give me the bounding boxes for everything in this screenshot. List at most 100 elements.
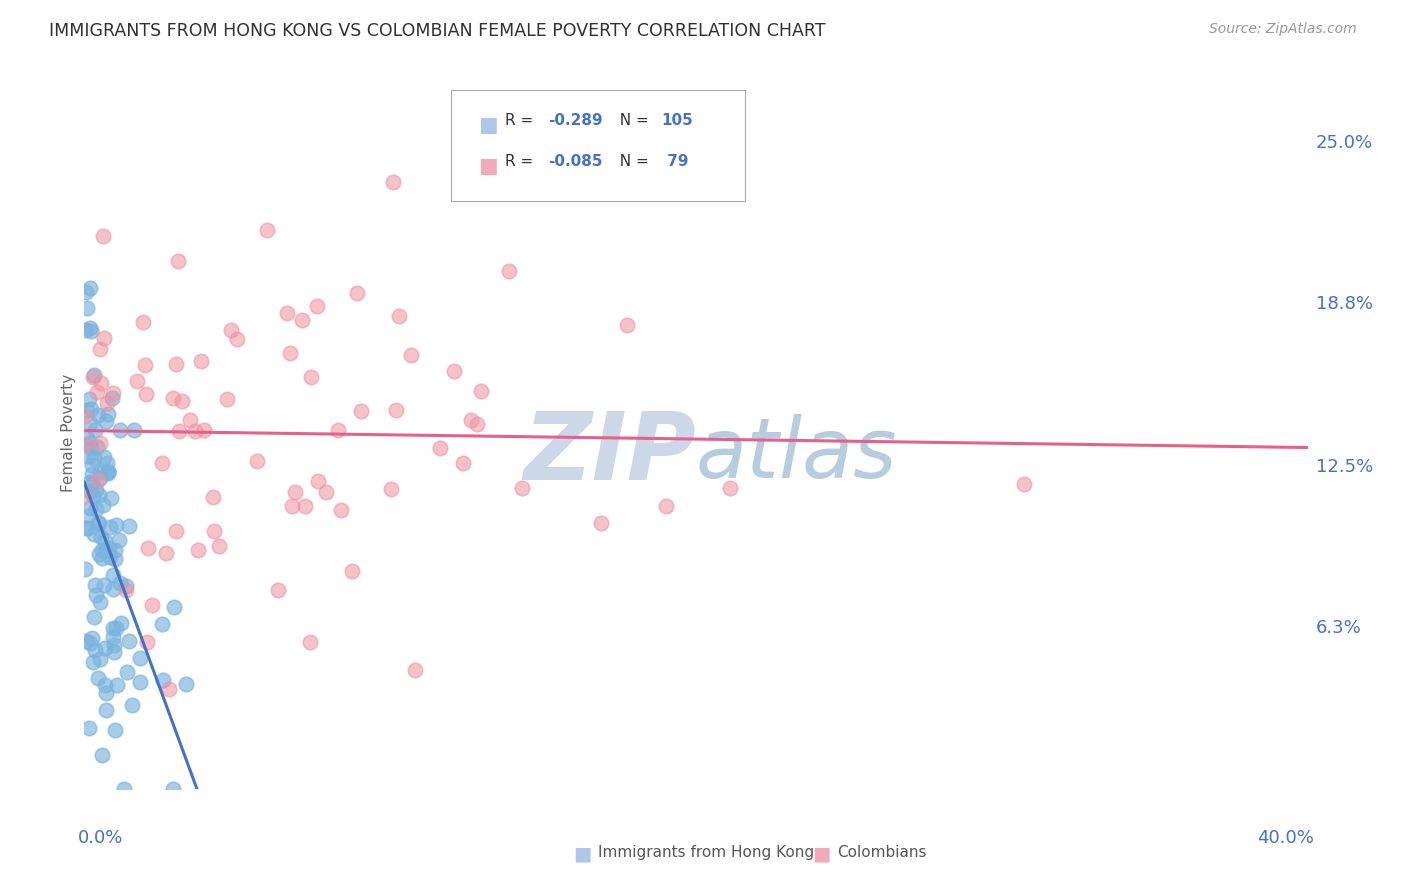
Point bbox=[80, 324, 103, 338]
Point bbox=[276, 306, 298, 320]
Point bbox=[91, 551, 114, 566]
Point bbox=[129, 674, 152, 689]
Point bbox=[103, 638, 125, 652]
Point bbox=[98, 549, 121, 564]
Point bbox=[117, 665, 139, 679]
Point bbox=[167, 424, 190, 438]
Point bbox=[589, 516, 612, 530]
Point bbox=[162, 782, 184, 797]
Point bbox=[100, 491, 122, 505]
Point bbox=[129, 651, 152, 665]
Text: 40.0%: 40.0% bbox=[1257, 829, 1313, 847]
Point bbox=[103, 567, 125, 582]
Point bbox=[76, 431, 98, 445]
Point bbox=[97, 466, 120, 480]
Point bbox=[98, 520, 121, 534]
Point bbox=[307, 474, 329, 488]
Point bbox=[443, 364, 465, 378]
Point bbox=[90, 530, 112, 544]
Point bbox=[87, 408, 110, 422]
Point bbox=[101, 621, 124, 635]
Point bbox=[278, 345, 301, 359]
Point bbox=[103, 645, 125, 659]
Point bbox=[150, 456, 173, 470]
Point bbox=[104, 518, 127, 533]
Point bbox=[115, 579, 138, 593]
Point bbox=[73, 489, 96, 503]
Point bbox=[94, 702, 117, 716]
Point bbox=[76, 403, 98, 417]
Point bbox=[349, 404, 371, 418]
Point bbox=[83, 451, 105, 466]
Point bbox=[83, 643, 105, 657]
Point bbox=[76, 521, 98, 535]
Point bbox=[165, 524, 187, 538]
Point bbox=[98, 541, 121, 555]
Point bbox=[134, 358, 156, 372]
Point bbox=[84, 578, 107, 592]
Point bbox=[104, 543, 127, 558]
Point bbox=[202, 490, 225, 504]
Point bbox=[93, 641, 115, 656]
Point bbox=[89, 652, 111, 666]
Text: N =: N = bbox=[610, 154, 654, 169]
Text: 105: 105 bbox=[662, 113, 693, 128]
Text: N =: N = bbox=[610, 113, 654, 128]
Point bbox=[346, 286, 368, 301]
Point bbox=[75, 285, 97, 300]
Point bbox=[108, 533, 131, 548]
Point bbox=[90, 748, 112, 763]
Point bbox=[179, 413, 201, 427]
Point bbox=[183, 424, 205, 438]
Point bbox=[82, 489, 104, 503]
Y-axis label: Female Poverty: Female Poverty bbox=[60, 374, 76, 491]
Point bbox=[157, 681, 180, 696]
Point bbox=[75, 409, 97, 423]
Point bbox=[96, 396, 118, 410]
Point bbox=[76, 301, 98, 315]
Point bbox=[96, 543, 118, 558]
Point bbox=[82, 631, 104, 645]
Point bbox=[110, 615, 132, 630]
Text: ■: ■ bbox=[478, 115, 498, 135]
Point bbox=[132, 315, 155, 329]
Point bbox=[202, 524, 225, 538]
Point bbox=[1012, 476, 1035, 491]
FancyBboxPatch shape bbox=[451, 90, 745, 201]
Text: Immigrants from Hong Kong: Immigrants from Hong Kong bbox=[598, 845, 814, 860]
Point bbox=[89, 471, 111, 485]
Point bbox=[94, 686, 117, 700]
Text: Source: ZipAtlas.com: Source: ZipAtlas.com bbox=[1209, 22, 1357, 37]
Point bbox=[121, 698, 143, 713]
Point bbox=[93, 450, 115, 465]
Point bbox=[165, 358, 187, 372]
Point bbox=[83, 610, 105, 624]
Point bbox=[108, 423, 131, 437]
Point bbox=[208, 539, 231, 553]
Point bbox=[280, 499, 302, 513]
Text: R =: R = bbox=[505, 154, 538, 169]
Point bbox=[93, 577, 115, 591]
Point bbox=[217, 392, 239, 406]
Point bbox=[79, 483, 101, 498]
Text: IMMIGRANTS FROM HONG KONG VS COLOMBIAN FEMALE POVERTY CORRELATION CHART: IMMIGRANTS FROM HONG KONG VS COLOMBIAN F… bbox=[49, 22, 825, 40]
Point bbox=[89, 465, 111, 479]
Point bbox=[79, 417, 101, 431]
Point bbox=[382, 176, 405, 190]
Point bbox=[284, 484, 307, 499]
Point bbox=[79, 435, 101, 450]
Point bbox=[79, 281, 101, 295]
Point bbox=[97, 408, 120, 422]
Point bbox=[114, 583, 136, 598]
Point bbox=[315, 484, 337, 499]
Point bbox=[91, 228, 114, 243]
Point bbox=[80, 477, 103, 491]
Point bbox=[267, 582, 290, 597]
Point bbox=[86, 384, 108, 399]
Point bbox=[108, 576, 131, 591]
Point bbox=[79, 501, 101, 516]
Point bbox=[152, 673, 174, 687]
Point bbox=[104, 552, 127, 566]
Point bbox=[89, 595, 111, 609]
Point bbox=[135, 386, 157, 401]
